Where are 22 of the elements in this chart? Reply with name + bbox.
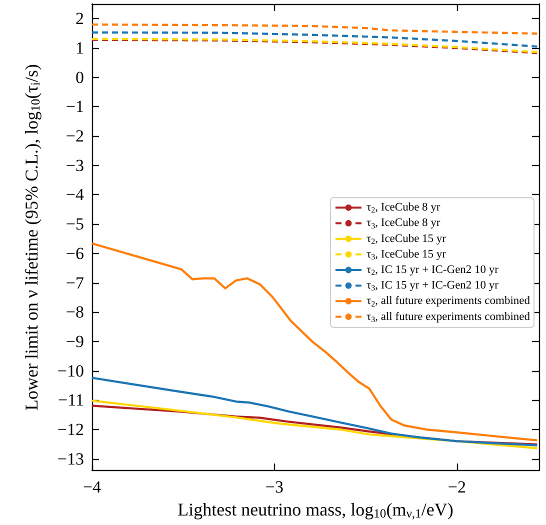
y-tick-label: −9 bbox=[66, 332, 84, 351]
x-tick-label: −3 bbox=[265, 478, 284, 497]
y-tick-label: 1 bbox=[76, 38, 84, 58]
y-tick-label: −13 bbox=[57, 449, 84, 468]
y-tick-label: −1 bbox=[66, 97, 84, 116]
y-tick-label: −6 bbox=[66, 244, 84, 263]
y-tick-label: −8 bbox=[66, 302, 84, 322]
line-series bbox=[90, 376, 538, 446]
y-tick-label: −11 bbox=[58, 390, 84, 410]
y-tick-label: −2 bbox=[66, 126, 84, 146]
y-tick-label: 0 bbox=[76, 68, 84, 87]
y-tick-label: −12 bbox=[57, 420, 84, 439]
line-series bbox=[90, 31, 538, 48]
y-tick-label: −10 bbox=[57, 361, 84, 380]
y-tick-label: 2 bbox=[76, 9, 84, 28]
y-tick-label: −7 bbox=[66, 273, 84, 292]
line-series bbox=[90, 23, 538, 35]
y-tick-label: −4 bbox=[66, 185, 84, 204]
y-tick-label: −3 bbox=[66, 156, 84, 175]
y-tick-label: −5 bbox=[66, 214, 84, 234]
y-axis-title: Lower limit on ν lifetime (95% C.L.), log10(τi/s) bbox=[21, 64, 42, 410]
x-tick-label: −2 bbox=[448, 478, 466, 497]
